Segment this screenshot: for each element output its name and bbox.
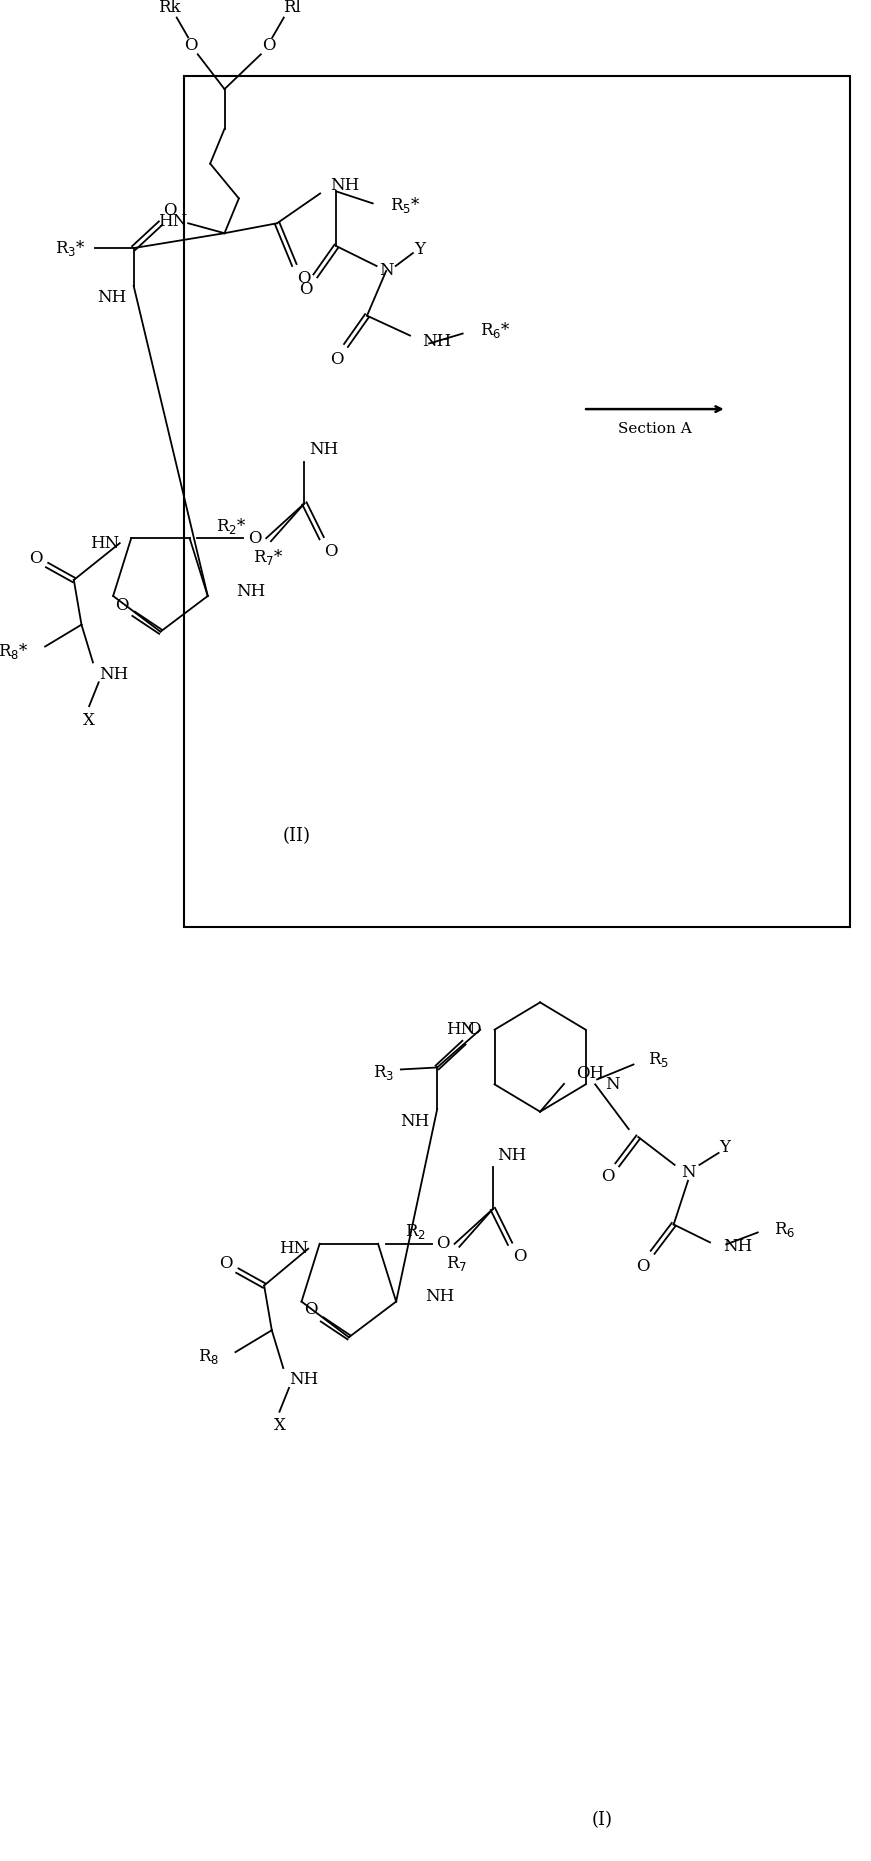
Text: N: N bbox=[379, 262, 394, 279]
Text: NH: NH bbox=[330, 177, 359, 194]
Text: O: O bbox=[436, 1236, 449, 1252]
Text: NH: NH bbox=[422, 333, 452, 350]
Text: X: X bbox=[273, 1418, 286, 1435]
Text: Y: Y bbox=[719, 1139, 730, 1156]
Text: NH: NH bbox=[425, 1288, 454, 1305]
Text: Rk: Rk bbox=[158, 0, 180, 17]
Text: N: N bbox=[680, 1165, 695, 1182]
Text: NH: NH bbox=[98, 666, 128, 683]
Text: HN: HN bbox=[279, 1239, 308, 1258]
Text: R$_6$: R$_6$ bbox=[774, 1221, 795, 1239]
Text: O: O bbox=[219, 1254, 233, 1273]
Text: Y: Y bbox=[414, 240, 425, 257]
Text: R$_5$*: R$_5$* bbox=[390, 195, 421, 216]
Text: O: O bbox=[304, 1301, 317, 1318]
Text: R$_5$: R$_5$ bbox=[648, 1050, 669, 1068]
Text: HN: HN bbox=[159, 212, 187, 229]
Text: NH: NH bbox=[724, 1238, 753, 1254]
Text: O: O bbox=[297, 270, 311, 287]
Text: O: O bbox=[116, 597, 129, 614]
Text: NH: NH bbox=[401, 1113, 429, 1130]
Text: R$_7$: R$_7$ bbox=[446, 1254, 467, 1273]
Text: O: O bbox=[163, 201, 177, 220]
Text: HN: HN bbox=[91, 534, 119, 551]
Text: O: O bbox=[637, 1258, 650, 1275]
Text: R$_8$*: R$_8$* bbox=[0, 640, 29, 661]
Text: (II): (II) bbox=[282, 828, 310, 845]
Text: NH: NH bbox=[97, 288, 126, 307]
Bar bbox=[184, 76, 850, 927]
Text: R$_7$*: R$_7$* bbox=[253, 547, 283, 568]
Text: OH: OH bbox=[577, 1066, 604, 1083]
Text: O: O bbox=[299, 281, 313, 298]
Text: HN: HN bbox=[446, 1022, 476, 1038]
Text: R$_2$*: R$_2$* bbox=[217, 515, 247, 536]
Text: O: O bbox=[185, 37, 198, 54]
Text: O: O bbox=[601, 1169, 614, 1185]
Text: NH: NH bbox=[309, 441, 339, 458]
Text: N: N bbox=[604, 1076, 619, 1092]
Text: Section A: Section A bbox=[618, 422, 692, 435]
Text: Rl: Rl bbox=[282, 0, 300, 17]
Text: O: O bbox=[325, 543, 338, 560]
Text: O: O bbox=[29, 549, 43, 566]
Text: O: O bbox=[513, 1249, 526, 1265]
Text: NH: NH bbox=[289, 1372, 318, 1388]
Text: O: O bbox=[248, 530, 261, 547]
Text: R$_3$*: R$_3$* bbox=[55, 238, 86, 259]
Text: (I): (I) bbox=[591, 1811, 613, 1829]
Text: NH: NH bbox=[236, 582, 266, 599]
Text: R$_6$*: R$_6$* bbox=[480, 320, 510, 339]
Text: R$_2$: R$_2$ bbox=[405, 1223, 426, 1241]
Text: X: X bbox=[84, 711, 95, 728]
Text: R$_8$: R$_8$ bbox=[198, 1347, 219, 1366]
Text: O: O bbox=[467, 1022, 480, 1038]
Text: NH: NH bbox=[497, 1146, 527, 1163]
Text: O: O bbox=[329, 352, 343, 368]
Text: R$_3$: R$_3$ bbox=[373, 1063, 395, 1081]
Text: O: O bbox=[262, 37, 275, 54]
